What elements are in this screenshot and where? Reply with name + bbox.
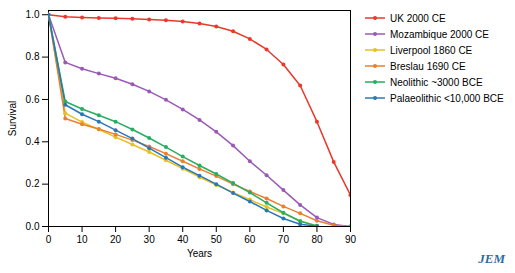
- svg-text:10: 10: [76, 234, 88, 245]
- html-text:Mozambique 2000 CE: Mozambique 2000 CE: [390, 28, 489, 40]
- svg-text:70: 70: [278, 234, 290, 245]
- html-text:JEM: JEM: [478, 251, 505, 266]
- svg-text:30: 30: [144, 234, 156, 245]
- svg-text:0.0: 0.0: [26, 221, 40, 232]
- html-text:UK 2000 CE: UK 2000 CE: [390, 12, 446, 24]
- html-text:Liverpool 1860 CE: Liverpool 1860 CE: [390, 44, 473, 56]
- svg-text:90: 90: [345, 234, 357, 245]
- svg-text:50: 50: [211, 234, 223, 245]
- svg-text:80: 80: [311, 234, 323, 245]
- html-text:Breslau 1690 CE: Breslau 1690 CE: [390, 60, 466, 72]
- svg-text:1.0: 1.0: [26, 9, 40, 20]
- svg-text:Years: Years: [187, 248, 212, 259]
- svg-text:0.4: 0.4: [26, 136, 40, 147]
- svg-text:40: 40: [177, 234, 189, 245]
- svg-text:20: 20: [110, 234, 122, 245]
- svg-text:0.6: 0.6: [26, 94, 40, 105]
- svg-text:0.8: 0.8: [26, 51, 40, 62]
- svg-text:0: 0: [46, 234, 52, 245]
- html-text:Palaeolithic <10,000 BCE: Palaeolithic <10,000 BCE: [390, 92, 504, 104]
- svg-text:Survival: Survival: [7, 101, 18, 137]
- html-text:Neolithic ~3000 BCE: Neolithic ~3000 BCE: [390, 76, 483, 88]
- svg-text:0.2: 0.2: [26, 178, 40, 189]
- svg-text:60: 60: [244, 234, 256, 245]
